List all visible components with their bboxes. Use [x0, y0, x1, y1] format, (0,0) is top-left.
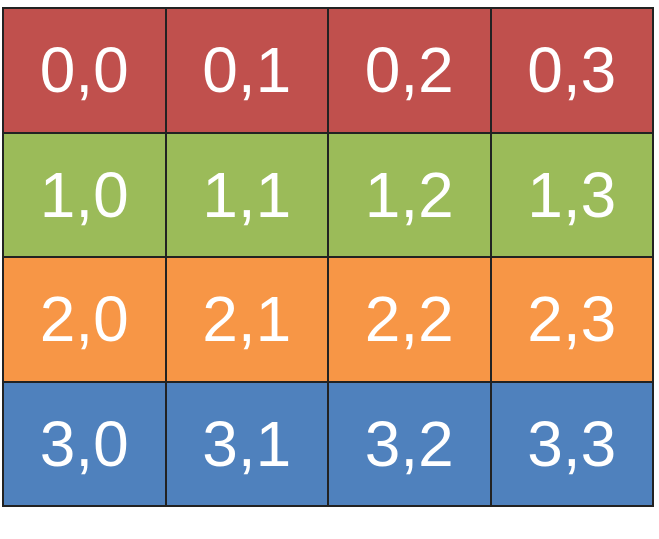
cell-3-1: 3,1 [166, 382, 327, 505]
cell-2-1: 2,1 [166, 258, 327, 381]
cell-3-0: 3,0 [4, 382, 165, 505]
cell-2-3: 2,3 [491, 258, 652, 381]
cell-2-0: 2,0 [4, 258, 165, 381]
cell-1-2: 1,2 [329, 133, 490, 256]
cell-2-2: 2,2 [329, 258, 490, 381]
cell-1-1: 1,1 [166, 133, 327, 256]
cell-3-2: 3,2 [329, 382, 490, 505]
matrix-grid: 0,0 0,1 0,2 0,3 1,0 1,1 1,2 1,3 2,0 2,1 … [2, 7, 654, 507]
cell-0-3: 0,3 [491, 9, 652, 132]
cell-0-1: 0,1 [166, 9, 327, 132]
cell-0-2: 0,2 [329, 9, 490, 132]
cell-1-0: 1,0 [4, 133, 165, 256]
cell-0-0: 0,0 [4, 9, 165, 132]
cell-1-3: 1,3 [491, 133, 652, 256]
cell-3-3: 3,3 [491, 382, 652, 505]
